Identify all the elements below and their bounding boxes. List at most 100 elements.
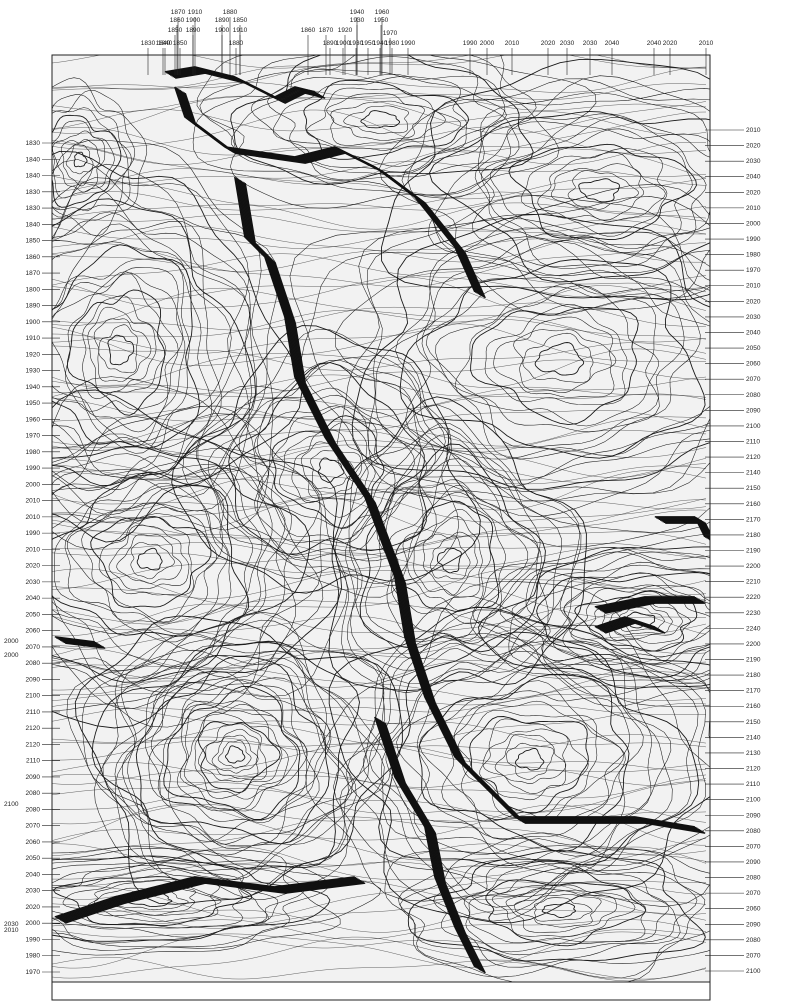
right-elevation-label: 2150 — [746, 485, 761, 492]
right-elevation-label: 2050 — [746, 345, 761, 352]
top-elevation-label: 1910 — [233, 27, 248, 34]
right-elevation-label: 2160 — [746, 501, 761, 508]
left-elevation-label: 2080 — [26, 790, 41, 797]
right-elevation-label: 2020 — [746, 143, 761, 150]
left-elevation-label: 2080 — [26, 660, 41, 667]
left-elevation-label: 1990 — [26, 465, 41, 472]
right-elevation-label: 2040 — [746, 174, 761, 181]
right-elevation-label: 2030 — [746, 158, 761, 165]
right-elevation-label: 2200 — [746, 641, 761, 648]
right-elevation-label: 2030 — [746, 314, 761, 321]
left-elevation-label: 2060 — [26, 839, 41, 846]
right-elevation-label: 2240 — [746, 625, 761, 632]
left-elevation-label: 1830 — [26, 205, 41, 212]
right-elevation-label: 2070 — [746, 890, 761, 897]
top-elevation-label: 1990 — [463, 40, 478, 47]
left-elevation-label: 2090 — [26, 676, 41, 683]
top-elevation-label: 1980 — [385, 40, 400, 47]
top-elevation-label: 1990 — [401, 40, 416, 47]
top-elevation-label: 2000 — [480, 40, 495, 47]
left-elevation-label: 1840 — [26, 221, 41, 228]
left-elevation-label: 2090 — [26, 774, 41, 781]
left-elevation-label: 1860 — [26, 254, 41, 261]
right-elevation-label: 2100 — [746, 423, 761, 430]
top-elevation-label: 1840 — [156, 40, 171, 47]
left-elevation-label: 1950 — [26, 400, 41, 407]
top-elevation-label: 1890 — [215, 17, 230, 24]
top-elevation-label: 1910 — [188, 9, 203, 16]
right-elevation-label: 2070 — [746, 952, 761, 959]
left-elevation-label: 1990 — [26, 936, 41, 943]
left-elevation-label: 1980 — [26, 953, 41, 960]
left-elevation-label: 1930 — [26, 368, 41, 375]
left-elevation-label: 2010 — [26, 498, 41, 505]
left-elevation-label: 1920 — [26, 351, 41, 358]
right-elevation-label: 2010 — [746, 205, 761, 212]
left-elevation-label: 1900 — [26, 319, 41, 326]
top-elevation-label: 1920 — [338, 27, 353, 34]
right-elevation-label: 2020 — [746, 298, 761, 305]
right-elevation-label: 2070 — [746, 843, 761, 850]
left-edge-elevation-label: 2000 — [4, 652, 19, 659]
top-elevation-label: 1860 — [301, 27, 316, 34]
left-elevation-label: 2000 — [26, 481, 41, 488]
right-elevation-label: 2190 — [746, 657, 761, 664]
right-elevation-label: 2170 — [746, 516, 761, 523]
top-elevation-label: 2010 — [699, 40, 714, 47]
left-elevation-label: 1980 — [26, 449, 41, 456]
right-elevation-label: 2160 — [746, 703, 761, 710]
right-elevation-label: 2130 — [746, 750, 761, 757]
top-elevation-label: 1870 — [171, 9, 186, 16]
left-elevation-label: 2070 — [26, 823, 41, 830]
left-elevation-label: 1830 — [26, 189, 41, 196]
top-elevation-label: 1850 — [173, 40, 188, 47]
left-elevation-label: 1970 — [26, 433, 41, 440]
top-elevation-label: 1880 — [223, 9, 238, 16]
left-elevation-label: 2010 — [26, 546, 41, 553]
right-elevation-label: 2010 — [746, 283, 761, 290]
top-elevation-label: 2030 — [560, 40, 575, 47]
right-elevation-label: 2010 — [746, 127, 761, 134]
right-elevation-label: 2120 — [746, 766, 761, 773]
left-elevation-label: 2050 — [26, 611, 41, 618]
top-elevation-label: 2040 — [647, 40, 662, 47]
left-elevation-label: 1850 — [26, 238, 41, 245]
right-elevation-label: 2230 — [746, 610, 761, 617]
right-elevation-label: 2070 — [746, 376, 761, 383]
left-elevation-label: 2060 — [26, 628, 41, 635]
left-elevation-label: 1840 — [26, 156, 41, 163]
right-elevation-label: 2060 — [746, 361, 761, 368]
left-elevation-label: 2020 — [26, 904, 41, 911]
right-elevation-label: 2190 — [746, 548, 761, 555]
right-elevation-label: 2090 — [746, 407, 761, 414]
left-elevation-label: 2000 — [26, 920, 41, 927]
right-elevation-label: 1990 — [746, 236, 761, 243]
left-elevation-label: 1830 — [26, 140, 41, 147]
right-elevation-label: 2080 — [746, 828, 761, 835]
left-elevation-label: 2080 — [26, 806, 41, 813]
right-elevation-label: 2080 — [746, 937, 761, 944]
left-elevation-label: 2120 — [26, 725, 41, 732]
left-elevation-label: 1910 — [26, 335, 41, 342]
left-elevation-label: 1840 — [26, 173, 41, 180]
top-elevation-label: 1890 — [186, 27, 201, 34]
right-elevation-label: 2210 — [746, 579, 761, 586]
left-edge-elevation-label: 2010 — [4, 927, 19, 934]
right-elevation-label: 2140 — [746, 734, 761, 741]
top-elevation-label: 2030 — [583, 40, 598, 47]
right-elevation-label: 2060 — [746, 906, 761, 913]
left-elevation-label: 2040 — [26, 871, 41, 878]
top-elevation-label: 1850 — [168, 27, 183, 34]
top-elevation-label: 1880 — [229, 40, 244, 47]
right-elevation-label: 2170 — [746, 688, 761, 695]
left-edge-elevation-label: 2000 — [4, 638, 19, 645]
right-elevation-label: 2090 — [746, 812, 761, 819]
top-elevation-label: 1960 — [375, 9, 390, 16]
left-elevation-label: 2110 — [26, 709, 40, 716]
top-elevation-label: 2020 — [541, 40, 556, 47]
left-elevation-label: 2100 — [26, 693, 41, 700]
left-elevation-label: 1970 — [26, 969, 41, 976]
left-elevation-label: 1960 — [26, 416, 41, 423]
